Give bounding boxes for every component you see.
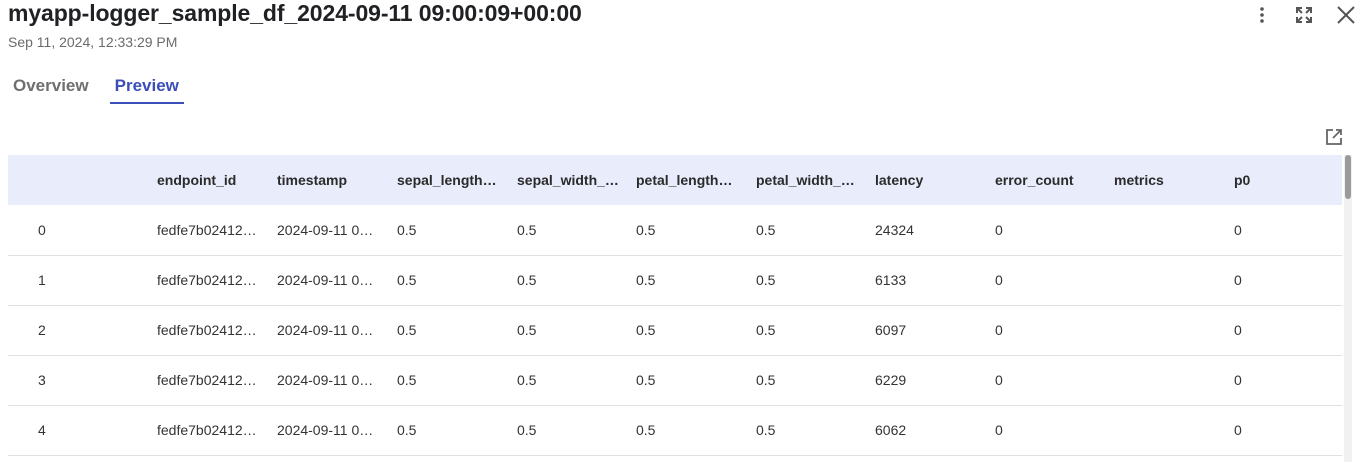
fullscreen-icon[interactable]	[1292, 3, 1316, 27]
column-header-endpoint-id[interactable]: endpoint_id	[157, 172, 237, 188]
page-timestamp: Sep 11, 2024, 12:33:29 PM	[8, 34, 178, 50]
column-header-timestamp[interactable]: timestamp	[277, 172, 348, 188]
tab-preview[interactable]: Preview	[109, 74, 185, 104]
table-cell: 2024-09-11 0…	[277, 422, 374, 438]
table-row[interactable]: 4 fedfe7b02412… 2024-09-11 0… 0.5 0.5 0.…	[8, 405, 1342, 455]
preview-table: endpoint_id timestamp sepal_length_cm se…	[8, 155, 1342, 456]
column-header-index[interactable]	[8, 155, 149, 205]
table-cell: 0.5	[397, 322, 417, 338]
table-cell: 6097	[875, 322, 907, 338]
table-row[interactable]: 1 fedfe7b02412… 2024-09-11 0… 0.5 0.5 0.…	[8, 255, 1342, 305]
preview-table-container: endpoint_id timestamp sepal_length_cm se…	[8, 155, 1352, 462]
column-header-error-count[interactable]: error_count	[995, 172, 1074, 188]
table-cell: 0	[995, 322, 1003, 338]
table-cell: 0.5	[517, 372, 537, 388]
table-cell: 2024-09-11 0…	[277, 221, 374, 238]
table-cell	[1106, 255, 1226, 305]
table-cell: 6133	[875, 272, 907, 288]
table-row[interactable]: 3 fedfe7b02412… 2024-09-11 0… 0.5 0.5 0.…	[8, 355, 1342, 405]
table-cell: 0	[1234, 372, 1242, 388]
more-vertical-icon[interactable]	[1250, 3, 1274, 27]
table-cell: 2024-09-11 0…	[277, 322, 374, 338]
tab-bar: Overview Preview	[8, 74, 200, 104]
column-header-p0[interactable]: p0	[1234, 172, 1251, 188]
table-cell: 0.5	[517, 221, 537, 238]
column-header-sepal-length[interactable]: sepal_length_cm	[397, 172, 509, 188]
table-cell: 1	[38, 272, 46, 288]
table-cell: 0.5	[517, 322, 537, 338]
page-title: myapp-logger_sample_df_2024-09-11 09:00:…	[8, 0, 582, 26]
table-cell: fedfe7b02412…	[157, 372, 257, 388]
table-cell	[1106, 355, 1226, 405]
table-cell: 6062	[875, 422, 907, 438]
table-cell: 0	[1234, 221, 1242, 238]
table-cell: 0	[38, 221, 46, 238]
table-cell: 0.5	[756, 322, 776, 338]
column-header-petal-width[interactable]: petal_width_cm	[756, 172, 862, 188]
table-cell: 0.5	[756, 221, 776, 238]
table-cell	[1106, 305, 1226, 355]
table-cell: 2024-09-11 0…	[277, 272, 374, 288]
table-cell: fedfe7b02412…	[157, 221, 257, 238]
table-cell: 0	[995, 221, 1003, 238]
tab-overview[interactable]: Overview	[13, 76, 89, 95]
table-cell: 6229	[875, 372, 907, 388]
table-cell: 24324	[875, 221, 914, 238]
table-cell: 0.5	[636, 221, 656, 238]
table-row[interactable]: 2 fedfe7b02412… 2024-09-11 0… 0.5 0.5 0.…	[8, 305, 1342, 355]
table-cell: 0.5	[397, 221, 417, 238]
table-cell: fedfe7b02412…	[157, 272, 257, 288]
page-header: myapp-logger_sample_df_2024-09-11 09:00:…	[8, 0, 582, 50]
table-cell: 0	[1234, 322, 1242, 338]
table-cell: 0	[995, 372, 1003, 388]
table-cell: 0	[1234, 422, 1242, 438]
table-header-row: endpoint_id timestamp sepal_length_cm se…	[8, 155, 1342, 205]
table-row[interactable]: 0 fedfe7b02412… 2024-09-11 0… 0.5 0.5 0.…	[8, 205, 1342, 255]
table-cell: 0.5	[517, 272, 537, 288]
table-cell: 0.5	[397, 272, 417, 288]
table-cell: 0	[995, 272, 1003, 288]
table-cell: 0.5	[756, 272, 776, 288]
table-cell: 0.5	[636, 322, 656, 338]
column-header-metrics[interactable]: metrics	[1114, 172, 1164, 188]
table-cell: 3	[38, 372, 46, 388]
table-cell: fedfe7b02412…	[157, 322, 257, 338]
scrollbar-thumb[interactable]	[1345, 155, 1351, 199]
table-cell: 0.5	[397, 422, 417, 438]
table-cell	[1106, 405, 1226, 455]
table-cell: 0.5	[517, 422, 537, 438]
top-actions	[1250, 3, 1358, 27]
table-cell: 2	[38, 322, 46, 338]
table-cell: 4	[38, 422, 46, 438]
vertical-scrollbar[interactable]	[1344, 155, 1352, 462]
column-header-latency[interactable]: latency	[875, 172, 924, 188]
table-cell: 0	[1234, 272, 1242, 288]
table-cell: 0.5	[756, 372, 776, 388]
column-header-sepal-width[interactable]: sepal_width_cm	[517, 172, 626, 188]
table-cell: 0.5	[756, 422, 776, 438]
table-cell: 0	[995, 422, 1003, 438]
table-cell: 0.5	[636, 272, 656, 288]
table-cell: 0.5	[397, 372, 417, 388]
close-icon[interactable]	[1334, 3, 1358, 27]
table-cell: 2024-09-11 0…	[277, 372, 374, 388]
table-cell: fedfe7b02412…	[157, 422, 257, 438]
table-cell: 0.5	[636, 422, 656, 438]
column-header-petal-length[interactable]: petal_length_cm	[636, 172, 747, 188]
open-external-icon[interactable]	[1324, 127, 1344, 147]
table-cell: 0.5	[636, 372, 656, 388]
table-cell	[1106, 205, 1226, 255]
